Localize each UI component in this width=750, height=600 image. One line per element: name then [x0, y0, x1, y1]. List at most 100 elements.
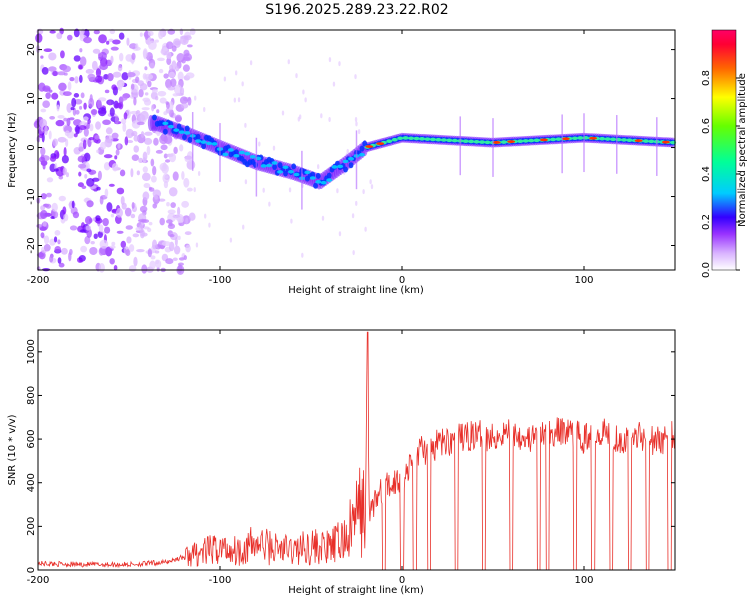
spectrogram-noise-cell: [139, 205, 148, 213]
spectrogram-noise-cell: [79, 56, 87, 67]
spectrogram-ytick-label: 10: [26, 92, 37, 105]
spectrogram-noise-cell: [241, 81, 244, 87]
spectrogram-noise-cell: [122, 122, 127, 132]
spectrogram-noise-cell: [161, 241, 171, 247]
spectrogram-ridge-peak: [162, 121, 169, 126]
spectrogram-noise-cell: [155, 259, 162, 269]
spectrogram-ridge-peak: [178, 130, 185, 134]
spectrogram-ridge-peak: [211, 142, 218, 146]
spectrogram-ridge-core: [163, 128, 168, 135]
spectrogram-ridge-peak: [277, 170, 284, 174]
snr-y-label: SNR (10 * v/v): [7, 414, 18, 485]
colorbar-tick-label: 0.0: [701, 262, 712, 278]
spectrogram-noise-cell: [114, 155, 118, 160]
spectrogram-noise-cell: [53, 236, 58, 243]
spectrogram-noise-cell: [133, 145, 140, 153]
spectrogram-noise-cell: [156, 267, 160, 272]
spectrogram-ridge-peak: [167, 124, 174, 129]
spectrogram-noise-cell: [131, 52, 136, 61]
spectrogram-noise-cell: [43, 244, 51, 252]
spectrogram-noise-cell: [62, 91, 72, 97]
spectrogram-ridge-peak: [206, 141, 213, 146]
spectrogram-noise-cell: [40, 205, 46, 211]
spectrogram-noise-cell: [83, 139, 87, 150]
spectrogram-noise-cell: [147, 248, 152, 258]
spectrogram-ridge-peak: [604, 137, 611, 141]
spectrogram-noise-cell: [43, 48, 53, 53]
spectrogram-noise-cell: [80, 92, 85, 99]
spectrogram-noise-cell: [66, 34, 73, 41]
spectrogram-noise-cell: [262, 187, 265, 193]
spectrogram-noise-cell: [141, 172, 151, 182]
spectrogram-noise-cell: [117, 143, 121, 149]
snr-series: [37, 331, 676, 571]
spectrogram-noise-cell: [65, 172, 69, 178]
spectrogram-ridge-peak: [195, 139, 202, 143]
spectrogram-noise-cell: [41, 67, 49, 75]
spectrogram-noise-cell: [158, 198, 166, 202]
spectrogram-noise-cell: [98, 247, 105, 256]
spectrogram-noise-cell: [111, 132, 119, 139]
spectrogram-noise-cell: [155, 96, 159, 101]
snr-x-label: Height of straight line (km): [288, 585, 424, 596]
spectrogram-noise-cell: [164, 159, 171, 163]
spectrogram-noise-cell: [50, 155, 57, 162]
spectrogram-noise-cell: [97, 99, 102, 109]
spectrogram-noise-cell: [182, 56, 191, 61]
spectrogram-noise-cell: [49, 255, 54, 263]
spectrogram-noise-cell: [81, 185, 87, 190]
spectrogram-noise-cell: [133, 256, 138, 267]
spectrogram-ridge-core: [272, 163, 277, 170]
spectrogram-noise-cell: [149, 260, 156, 270]
spectrogram-noise-cell: [40, 209, 48, 219]
spectrogram-noise-cell: [244, 122, 247, 128]
spectrogram-noise-cell: [150, 175, 157, 183]
spectrogram-noise-cell: [142, 73, 147, 80]
spectrogram-noise-cell: [95, 68, 102, 78]
spectrogram-noise-cell: [173, 146, 178, 155]
spectrogram-noise-cell: [131, 154, 140, 161]
spectrogram-y-label: Frequency (Hz): [7, 112, 18, 188]
spectrogram-noise-cell: [124, 136, 129, 146]
spectrogram-xtick-label: 100: [574, 275, 593, 286]
spectrogram-ridge-max: [661, 140, 670, 144]
spectrogram-noise-cell: [67, 81, 72, 91]
spectrogram-noise-cell: [113, 265, 118, 271]
spectrogram-noise-cell: [66, 103, 73, 114]
spectrogram-noise-cell: [108, 100, 112, 106]
spectrogram-noise-cell: [166, 102, 170, 109]
colorbar-tick-label: 0.8: [701, 70, 712, 86]
spectrogram-noise-cell: [355, 200, 358, 206]
spectrogram-noise-cell: [163, 111, 168, 116]
spectrogram-ridge-peak: [446, 138, 453, 143]
spectrogram-noise-cell: [131, 201, 135, 209]
spectrogram-noise-cell: [85, 69, 95, 74]
spectrogram-noise-cell: [179, 144, 184, 152]
spectrogram-noise-cell: [139, 228, 145, 239]
spectrogram-noise-cell: [48, 89, 53, 93]
spectrogram-noise-cell: [68, 117, 75, 121]
spectrogram-noise-cell: [169, 64, 173, 71]
spectrogram-ridge-core: [152, 114, 157, 121]
spectrogram-frame: [37, 29, 676, 271]
snr-xtick-label: 0: [399, 575, 405, 586]
spectrogram-ridge-core: [315, 172, 321, 179]
spectrogram-noise-cell: [165, 258, 174, 265]
spectrogram-ridge-peak: [287, 169, 294, 174]
spectrogram-noise-cell: [79, 48, 83, 53]
spectrogram-noise-cell: [166, 201, 170, 207]
spectrogram-ridge-peak: [479, 140, 486, 144]
spectrogram-noise-cell: [186, 44, 193, 48]
spectrogram-noise-cell: [138, 157, 144, 163]
spectrogram-noise-cell: [83, 127, 89, 137]
spectrogram-noise-cell: [74, 76, 79, 84]
snr-ytick-label: 1000: [26, 339, 37, 364]
spectrogram-noise-cell: [97, 107, 107, 117]
spectrogram-ridge-peak: [413, 136, 420, 141]
spectrogram-noise-cell: [69, 225, 78, 231]
spectrogram-noise-cell: [149, 62, 155, 69]
spectrogram-noise-cell: [147, 80, 152, 88]
spectrogram-noise-cell: [131, 130, 138, 137]
spectrogram-noise-cell: [110, 213, 115, 218]
